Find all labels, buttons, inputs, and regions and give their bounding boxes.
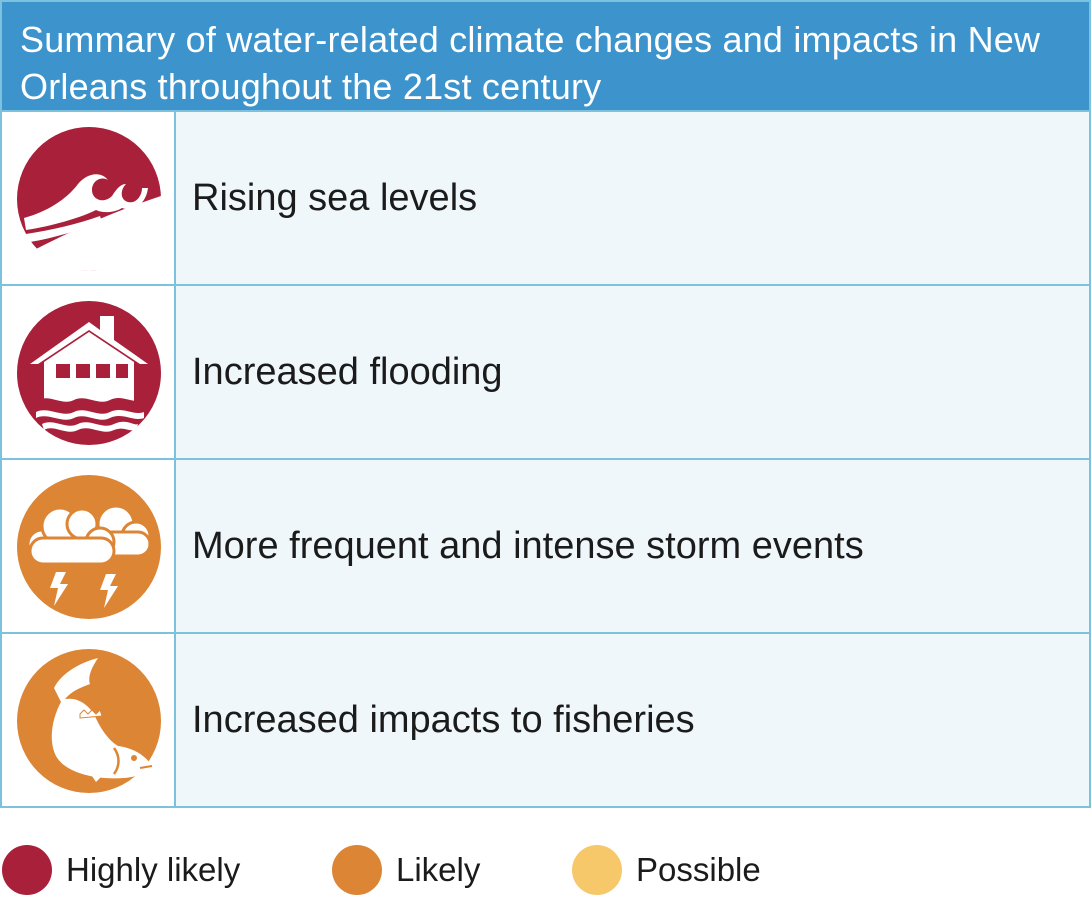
legend-swatch	[332, 845, 382, 895]
legend-label: Likely	[396, 851, 481, 888]
row-label: More frequent and intense storm events	[192, 524, 864, 567]
legend-label: Possible	[636, 851, 761, 888]
climate-impacts-table: Summary of water-related climate changes…	[0, 0, 1091, 808]
legend-label: Highly likely	[66, 851, 241, 888]
legend-item-likely: Likely	[332, 844, 480, 896]
table-row: Increased flooding	[0, 286, 1091, 460]
label-cell: Rising sea levels	[176, 112, 1091, 286]
row-label: Rising sea levels	[192, 176, 478, 219]
row-label: Increased impacts to fisheries	[192, 698, 695, 741]
storm-cloud-icon	[17, 475, 161, 619]
table-header: Summary of water-related climate changes…	[0, 0, 1091, 112]
table-row: Rising sea levels	[0, 112, 1091, 286]
sea-wave-icon	[17, 127, 161, 271]
icon-cell	[0, 634, 176, 808]
icon-cell	[0, 112, 176, 286]
fish-icon	[17, 649, 161, 793]
row-label: Increased flooding	[192, 350, 503, 393]
flooded-house-icon	[17, 301, 161, 445]
label-cell: Increased impacts to fisheries	[176, 634, 1091, 808]
table-row: More frequent and intense storm events	[0, 460, 1091, 634]
table-title: Summary of water-related climate changes…	[20, 19, 1041, 107]
table-row: Increased impacts to fisheries	[0, 634, 1091, 808]
label-cell: Increased flooding	[176, 286, 1091, 460]
legend-item-possible: Possible	[572, 844, 761, 896]
legend-item-highly-likely: Highly likely	[2, 844, 240, 896]
icon-cell	[0, 286, 176, 460]
label-cell: More frequent and intense storm events	[176, 460, 1091, 634]
legend: Highly likely Likely Possible	[0, 840, 1091, 900]
icon-cell	[0, 460, 176, 634]
legend-swatch	[572, 845, 622, 895]
legend-swatch	[2, 845, 52, 895]
